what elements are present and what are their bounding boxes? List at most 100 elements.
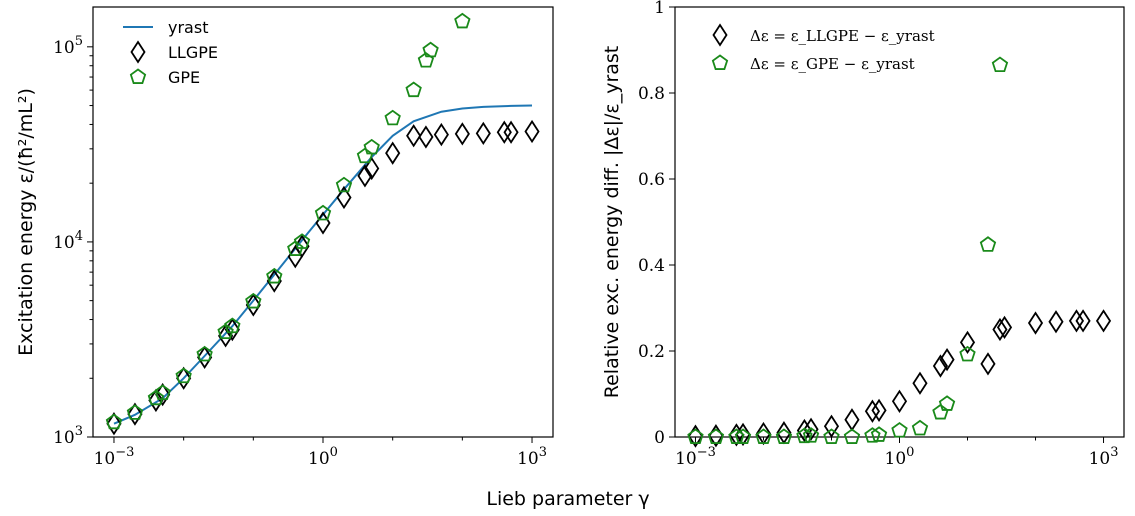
x-tick-label: 10−3 <box>94 445 135 469</box>
llgpe-point <box>891 389 908 413</box>
right-y-axis-label: Relative exc. energy diff. |Δε|/ε_yrast <box>601 46 623 399</box>
llgpe-point <box>385 141 401 165</box>
llgpe-point <box>939 347 955 372</box>
left-axes-frame <box>92 6 554 438</box>
y-tick-label: 0.6 <box>638 170 665 190</box>
gpe-point <box>175 367 192 384</box>
legend-entry-label: yrast <box>168 18 208 37</box>
llgpe-point <box>475 121 491 146</box>
legend-entry-label: GPE <box>168 68 200 87</box>
gpe-point <box>979 236 997 252</box>
gpe-point <box>734 428 752 444</box>
llgpe-point <box>433 122 449 147</box>
llgpe-point <box>503 120 519 144</box>
gpe-point <box>891 421 908 438</box>
llgpe-point <box>245 293 261 317</box>
llgpe-point <box>959 330 976 355</box>
gpe-point <box>356 147 374 164</box>
legend-llgpe-swatch <box>130 40 146 64</box>
gpe-point <box>196 345 213 362</box>
left-plot-area <box>105 12 540 436</box>
x-tick-label: 103 <box>1089 445 1119 469</box>
llgpe-point <box>864 399 881 423</box>
gpe-point <box>707 428 725 444</box>
gpe-point <box>417 51 435 68</box>
gpe-point <box>154 384 171 401</box>
gpe-point <box>870 426 888 442</box>
legend-entry-label: LLGPE <box>168 43 218 62</box>
gpe-point <box>687 428 704 444</box>
llgpe-point <box>524 119 540 144</box>
llgpe-point <box>1095 309 1112 333</box>
llgpe-point <box>197 345 213 370</box>
llgpe-point <box>336 185 352 210</box>
left-y-axis-label: Excitation energy ε/(ħ²/mL²) <box>15 88 37 356</box>
llgpe-point <box>996 315 1013 340</box>
y-tick-label: 104 <box>53 229 83 253</box>
y-tick-label: 103 <box>53 424 83 448</box>
gpe-point <box>245 292 262 309</box>
llgpe-point <box>127 402 143 426</box>
llgpe-point <box>1075 309 1091 333</box>
gpe-point <box>755 428 772 444</box>
llgpe-point <box>796 418 813 443</box>
legend-gpe-swatch <box>711 54 729 70</box>
gpe-point <box>422 41 439 58</box>
legend-entry-label: Δε = ε_LLGPE − ε_yrast <box>750 27 935 45</box>
gpe-point <box>224 317 241 334</box>
gpe-point <box>932 403 949 420</box>
left-chart: 10−3 100 103 103 104 105 Excitation energy ε/… <box>15 6 554 469</box>
llgpe-point <box>1068 309 1085 333</box>
llgpe-point <box>454 122 470 146</box>
x-tick-label: 100 <box>308 445 338 469</box>
right-ticks: 10−3 100 103 0 0.2 0.4 0.6 0.8 1 <box>638 0 1119 469</box>
right-plot-area <box>687 56 1112 448</box>
y-tick-label: 0 <box>654 428 665 448</box>
gpe-point <box>796 427 813 444</box>
gpe-point <box>314 204 332 221</box>
gpe-point <box>147 389 165 406</box>
gpe-point <box>287 240 304 256</box>
left-legend: yrast LLGPE GPE <box>123 18 218 87</box>
llgpe-point <box>148 388 164 413</box>
llgpe-point <box>1027 311 1044 335</box>
gpe-point <box>335 176 353 193</box>
gpe-point <box>843 428 861 444</box>
gpe-point <box>454 12 471 29</box>
gpe-point <box>105 413 123 430</box>
legend-llgpe-swatch <box>712 23 728 47</box>
gpe-point <box>959 345 976 362</box>
gpe-point <box>266 267 283 284</box>
y-tick-label: 0.4 <box>638 256 665 276</box>
gpe-point <box>728 428 745 444</box>
llgpe-point <box>932 354 949 378</box>
gpe-point <box>911 419 929 436</box>
llgpe-point <box>992 317 1008 342</box>
gpe-point <box>217 323 234 340</box>
x-tick-label: 10−3 <box>675 445 716 469</box>
gpe-point <box>363 138 380 155</box>
llgpe-point <box>418 125 434 149</box>
llgpe-point <box>406 124 422 148</box>
gpe-point <box>938 395 956 411</box>
legend-gpe-swatch <box>129 68 147 84</box>
llgpe-point <box>155 382 171 407</box>
gpe-point <box>864 427 881 443</box>
gpe-point <box>405 81 422 98</box>
llgpe-point <box>844 408 860 432</box>
llgpe-point <box>980 352 996 376</box>
right-legend: Δε = ε_LLGPE − ε_yrast Δε = ε_GPE − ε_yra… <box>711 23 935 73</box>
llgpe-point <box>871 398 887 422</box>
y-tick-label: 0.2 <box>638 342 665 362</box>
gpe-point <box>384 109 401 126</box>
gpe-point <box>991 56 1009 73</box>
llgpe-point <box>912 371 928 395</box>
llgpe-point <box>106 412 122 436</box>
left-ticks: 10−3 100 103 103 104 105 <box>53 34 547 469</box>
y-tick-label: 105 <box>53 34 83 58</box>
x-tick-label: 103 <box>517 445 547 469</box>
llgpe-point <box>823 414 840 438</box>
y-tick-label: 0.8 <box>638 84 665 104</box>
llgpe-point <box>496 120 512 144</box>
